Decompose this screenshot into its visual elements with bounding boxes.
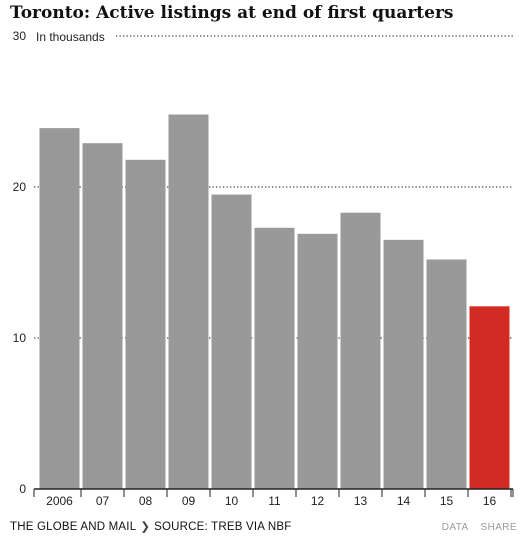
y-tick-label: 20 xyxy=(13,180,27,194)
bar-09 xyxy=(168,114,209,490)
y-tick-label: 0 xyxy=(19,482,26,496)
bar-14 xyxy=(383,239,424,489)
bar-12 xyxy=(297,233,338,489)
x-tick-label: 08 xyxy=(139,494,153,508)
y-tick-label: 10 xyxy=(13,331,27,345)
footer-links: DATA SHARE xyxy=(430,522,517,533)
y-tick-label: 30 xyxy=(13,29,27,43)
x-tick-label: 12 xyxy=(311,494,325,508)
footer-credit: THE GLOBE AND MAIL ❯ SOURCE: TREB VIA NBF xyxy=(10,519,292,533)
bar-2006 xyxy=(39,128,80,490)
bar-08 xyxy=(125,159,166,489)
bar-07 xyxy=(82,143,123,489)
x-tick-label: 09 xyxy=(182,494,196,508)
bars xyxy=(39,114,510,490)
x-tick-label: 16 xyxy=(483,494,497,508)
x-tick-label: 13 xyxy=(354,494,368,508)
x-tick-label: 11 xyxy=(268,494,281,508)
data-link[interactable]: DATA xyxy=(441,522,469,533)
x-tick-label: 14 xyxy=(397,494,411,508)
y-axis-label: In thousands xyxy=(36,30,105,44)
x-tick-label: 2006 xyxy=(46,494,73,508)
bar-16 xyxy=(469,306,510,489)
publisher-label: THE GLOBE AND MAIL xyxy=(10,521,137,533)
chart-title: Toronto: Active listings at end of first… xyxy=(10,3,454,23)
x-axis-ticks: 2006 07 08 09 10 11 12 13 14 15 16 xyxy=(33,489,514,508)
x-tick-label: 15 xyxy=(440,494,454,508)
x-tick-label: 07 xyxy=(96,494,110,508)
share-link[interactable]: SHARE xyxy=(480,522,517,533)
bar-11 xyxy=(254,227,295,489)
x-tick-label: 10 xyxy=(225,494,239,508)
source-label: SOURCE: TREB VIA NBF xyxy=(154,521,292,533)
bar-13 xyxy=(340,212,381,490)
y-axis-labels: 0 10 20 30 xyxy=(13,29,27,496)
separator-icon: ❯ xyxy=(140,521,151,533)
bar-10 xyxy=(211,194,252,490)
bar-15 xyxy=(426,259,467,489)
